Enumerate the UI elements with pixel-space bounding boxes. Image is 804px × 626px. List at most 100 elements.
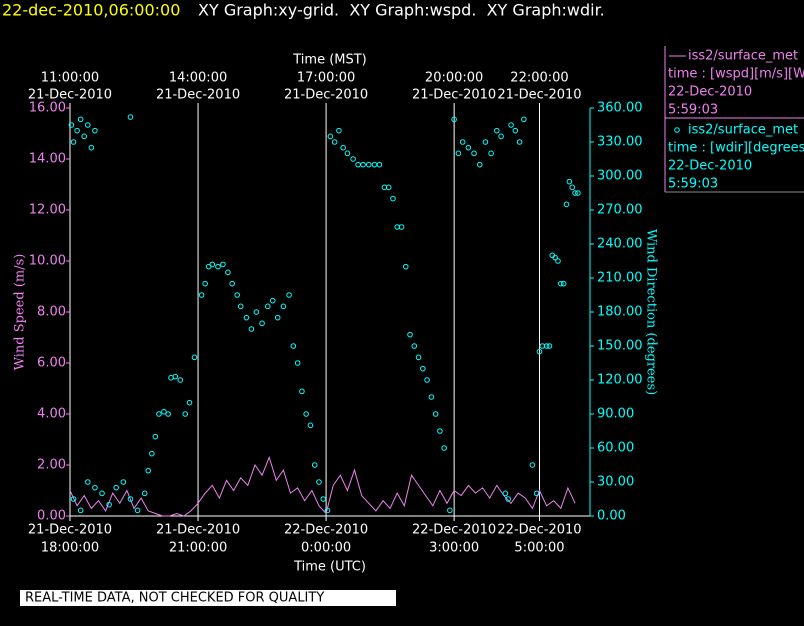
direction-point — [274, 314, 281, 321]
legend-label: iss2/surface_met — [688, 49, 798, 64]
direction-point — [311, 462, 318, 468]
legend-detail: time : [wdir][degrees][W — [668, 141, 804, 156]
direction-point — [536, 348, 543, 355]
y2-tick-label: 150.00 — [597, 339, 643, 354]
direction-point — [81, 133, 88, 140]
direction-point — [385, 184, 392, 191]
direction-point — [127, 496, 134, 502]
y-tick-label: 4.00 — [37, 407, 66, 422]
y2-tick-label: 90.00 — [597, 407, 634, 422]
direction-point — [552, 254, 558, 261]
y-tick-label: 16.00 — [29, 101, 66, 116]
direction-point — [165, 411, 171, 417]
direction-point — [191, 354, 198, 361]
direction-point — [555, 258, 561, 264]
direction-point — [508, 122, 514, 128]
direction-point — [451, 116, 457, 123]
x-tick-label: 3:00:00 — [429, 541, 479, 556]
x2-tick-label: 17:00:00 — [297, 71, 355, 86]
y2-tick-label: 270.00 — [597, 203, 643, 218]
y2-tick-label: 0.00 — [597, 509, 626, 524]
direction-point — [145, 467, 152, 474]
direction-point — [502, 490, 509, 497]
direction-point — [215, 263, 221, 270]
x-axis-label: Time (UTC) — [293, 560, 366, 575]
x2-tick-label: 21-Dec-2010 — [284, 88, 368, 103]
x-tick-label: 21:00:00 — [169, 541, 227, 556]
direction-point — [488, 150, 494, 157]
direction-point — [569, 184, 576, 191]
direction-point — [432, 411, 439, 417]
direction-point — [560, 280, 567, 287]
direction-point — [428, 394, 435, 400]
direction-point — [248, 326, 255, 332]
direction-point — [543, 343, 550, 349]
timestamp: 22-dec-2010,06:00:00 — [2, 1, 180, 20]
speed-line — [69, 455, 576, 517]
direction-point — [113, 484, 120, 491]
direction-point — [299, 388, 305, 395]
direction-point — [269, 297, 276, 304]
y2-tick-label: 120.00 — [597, 373, 643, 388]
direction-point — [533, 490, 540, 497]
y2-tick-label: 360.00 — [597, 101, 643, 116]
direction-point — [92, 127, 98, 134]
y-tick-label: 2.00 — [37, 458, 66, 473]
direction-point — [161, 408, 167, 415]
direction-point — [505, 496, 511, 502]
direction-point — [68, 122, 75, 128]
direction-point — [156, 411, 162, 417]
direction-point — [516, 139, 523, 145]
direction-point — [455, 150, 462, 157]
direction-point — [84, 479, 91, 485]
direction-point — [482, 139, 489, 145]
direction-point — [84, 122, 91, 128]
legend-detail: 5:59:03 — [668, 177, 718, 192]
x2-axis-label: Time (MST) — [292, 53, 367, 68]
direction-point — [127, 114, 134, 120]
direction-point — [465, 144, 472, 151]
y2-tick-label: 210.00 — [597, 271, 643, 286]
x-tick-label: 18:00:00 — [41, 541, 99, 556]
direction-point — [344, 150, 351, 157]
x-tick-label: 21-Dec-2010 — [28, 523, 112, 538]
direction-point — [476, 161, 483, 168]
direction-point — [424, 377, 430, 383]
x2-tick-label: 21-Dec-2010 — [497, 88, 581, 103]
direction-point — [220, 261, 226, 268]
x2-tick-label: 22:00:00 — [510, 71, 568, 86]
direction-point — [459, 139, 466, 145]
direction-point — [558, 280, 564, 287]
direction-point — [177, 377, 184, 383]
direction-point — [286, 292, 292, 298]
y-axis-label: Wind Speed (m/s) — [13, 254, 28, 371]
footer-box — [20, 590, 396, 606]
x-tick-label: 21-Dec-2010 — [156, 523, 240, 538]
y2-tick-label: 330.00 — [597, 135, 643, 150]
y-tick-label: 8.00 — [37, 305, 66, 320]
x-tick-label: 5:00:00 — [514, 541, 564, 556]
legend-symbol — [674, 127, 680, 133]
y-tick-label: 0.00 — [37, 509, 66, 524]
x-tick-label: 22-Dec-2010 — [412, 523, 496, 538]
y2-tick-label: 300.00 — [597, 169, 643, 184]
x2-tick-label: 21-Dec-2010 — [412, 88, 496, 103]
direction-point — [243, 314, 250, 321]
y2-tick-label: 240.00 — [597, 237, 643, 252]
direction-point — [303, 411, 309, 417]
direction-point — [437, 428, 443, 434]
y2-tick-label: 60.00 — [597, 441, 634, 456]
y-tick-label: 14.00 — [29, 152, 66, 167]
direction-point — [198, 292, 205, 298]
y-tick-label: 12.00 — [29, 203, 66, 218]
direction-point — [172, 373, 179, 380]
direction-point — [471, 150, 477, 157]
direction-point — [521, 116, 527, 123]
direction-point — [70, 496, 77, 502]
direction-point — [390, 195, 396, 202]
direction-point — [494, 127, 500, 134]
direction-point — [152, 433, 159, 440]
direction-point — [307, 422, 314, 429]
